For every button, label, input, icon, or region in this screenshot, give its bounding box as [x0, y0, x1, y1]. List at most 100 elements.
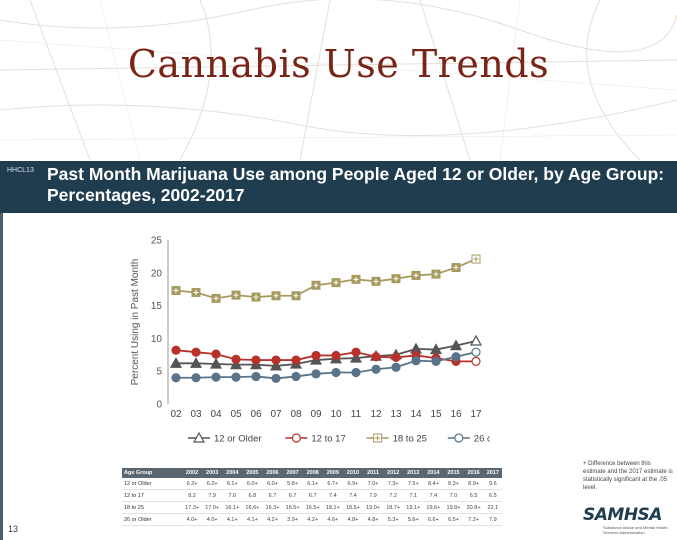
page-number: 13 [8, 524, 19, 534]
table-cell: 18.7+ [383, 501, 404, 514]
table-cell: 18.5+ [342, 501, 363, 514]
series-26-or-older [171, 347, 481, 384]
table-header-year: 2005 [242, 468, 263, 478]
table-cell: 7.5+ [403, 478, 424, 490]
data-point [169, 357, 183, 368]
data-point [391, 274, 401, 284]
legend-label: 18 to 25 [393, 434, 427, 445]
x-tick-label: 15 [430, 409, 442, 420]
data-point [351, 274, 361, 284]
data-point [269, 359, 283, 371]
table-row: 12 to 17 8.2 7.9 7.6 6.8 6.7 6.7 6.7 7.4 7.4 7.9 7.… [122, 489, 502, 502]
table-cell: 7.3+ [383, 478, 404, 490]
table-header-year: 2006 [262, 468, 283, 478]
table-cell: 4.8+ [342, 513, 363, 526]
table-cell: 6.7 [262, 489, 283, 502]
data-point [471, 254, 481, 264]
table-cell: 6.9+ [342, 478, 363, 490]
data-point [291, 355, 301, 365]
table-cell: 20.8+ [463, 501, 484, 514]
table-cell: 6.5 [483, 489, 502, 502]
table-cell: 6.7+ [322, 478, 343, 490]
table-cell: 22.1 [483, 501, 502, 514]
table-header-year: 2003 [202, 468, 223, 478]
data-point [351, 347, 361, 357]
data-point [191, 347, 201, 357]
y-tick-label: 0 [156, 400, 162, 411]
x-tick-label: 09 [310, 409, 322, 420]
data-point [371, 364, 381, 374]
slide-title: Cannabis Use Trends [127, 42, 550, 86]
table-cell: 9.6 [483, 478, 502, 490]
x-tick-label: 07 [270, 409, 282, 420]
table-cell: 7.9 [483, 513, 502, 526]
table-header-year: 2009 [322, 468, 343, 478]
table-cell: 6.6+ [423, 513, 444, 526]
data-point [331, 278, 341, 288]
data-point [251, 292, 261, 302]
table-row-label: 12 or Older [122, 478, 182, 490]
data-point [251, 355, 261, 365]
legend-marker [291, 433, 301, 443]
data-point [469, 334, 483, 346]
table-cell: 4.1+ [222, 513, 243, 526]
table-row: 18 to 25 17.3+ 17.0+ 16.1+ 16.6+ 16.3+ 16.5+ 16… [122, 501, 502, 514]
legend-marker [454, 433, 464, 443]
x-tick-label: 08 [290, 409, 302, 420]
data-point [471, 356, 481, 366]
x-tick-label: 16 [450, 409, 462, 420]
data-point [451, 352, 461, 362]
table-cell: 7.2 [383, 489, 404, 502]
table-header-year: 2016 [463, 468, 484, 478]
data-point [231, 354, 241, 364]
table-row: 12 or Older 6.2+ 6.2+ 6.1+ 6.0+ 6.0+ 5.8+ 6.1+ 6… [122, 478, 502, 490]
data-table: Age Group 2002 2003 2004 2005 2006 2007 2008 200… [122, 468, 502, 526]
data-point [451, 263, 461, 273]
legend-marker [373, 433, 383, 443]
series-line [175, 349, 476, 363]
footnote: + Difference between this estimate and t… [583, 461, 673, 491]
x-tick-label: 12 [370, 409, 382, 420]
table-cell: 8.2 [182, 489, 203, 502]
data-point [411, 270, 421, 280]
table-cell: 16.6+ [242, 501, 263, 514]
table-row-label: 18 to 25 [122, 501, 182, 514]
data-point [391, 362, 401, 372]
table-row: 26 or Older 4.0+ 4.0+ 4.1+ 4.1+ 4.2+ 3.9+ 4.2+ 4… [122, 513, 502, 526]
table-cell: 19.0+ [362, 501, 384, 514]
table-cell: 7.4 [423, 489, 444, 502]
data-point [191, 373, 201, 383]
table-cell: 17.0+ [202, 501, 223, 514]
table-cell: 6.0+ [242, 478, 263, 490]
table-cell: 7.9 [362, 489, 384, 502]
table-cell: 7.0 [443, 489, 464, 502]
x-tick-label: 10 [330, 409, 342, 420]
legend-item: 18 to 25 [366, 433, 427, 445]
y-axis-label: Percent Using in Past Month [130, 259, 141, 386]
chart-series [169, 254, 483, 384]
x-tick-label: 06 [250, 409, 262, 420]
table-cell: 7.4 [322, 489, 343, 502]
table-header-year: 2015 [443, 468, 464, 478]
table-cell: 6.5 [463, 489, 484, 502]
samhsa-subtitle: Substance Abuse and Mental Health Servic… [603, 525, 668, 535]
data-point [351, 367, 361, 378]
table-header-year: 2008 [302, 468, 323, 478]
legend-label: 12 or Older [214, 434, 262, 445]
table-cell: 16.5+ [302, 501, 323, 514]
table-row-label: 26 or Older [122, 513, 182, 526]
legend-item: 12 to 17 [285, 433, 346, 445]
data-point [231, 372, 241, 382]
table-header-year: 2011 [362, 468, 384, 478]
table-cell: 4.1+ [242, 513, 263, 526]
series-line [175, 258, 477, 300]
series-line [176, 340, 477, 367]
chart-title: Past Month Marijuana Use among People Ag… [47, 164, 665, 205]
table-cell: 6.1+ [222, 478, 243, 490]
data-point [171, 373, 181, 383]
y-tick-label: 10 [151, 334, 163, 345]
x-tick-label: 04 [210, 409, 222, 420]
table-cell: 19.8+ [443, 501, 464, 514]
table-cell: 6.7 [282, 489, 303, 502]
